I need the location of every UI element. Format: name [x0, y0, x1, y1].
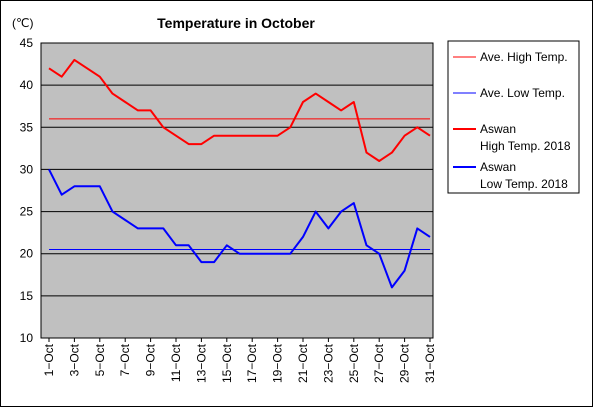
x-tick-label: 15−Oct: [220, 343, 234, 383]
x-tick-label: 21−Oct: [296, 343, 310, 383]
x-tick-label: 25−Oct: [347, 343, 361, 383]
x-tick-label: 7−Oct: [118, 343, 132, 376]
x-tick-label: 23−Oct: [321, 343, 335, 383]
y-tick-label: 30: [20, 162, 34, 176]
legend-label: Ave. Low Temp.: [480, 86, 565, 100]
y-tick-label: 20: [20, 247, 34, 261]
series-line-4: [48, 168, 431, 289]
x-axis-ticks: 1−Oct 3−Oct 5−Oct 7−Oct 9−Oct 11−Oct 13−Oct 15−…: [42, 338, 437, 383]
y-tick-label: 45: [20, 36, 34, 50]
legend-label: Aswan: [480, 160, 516, 174]
x-tick-label: 19−Oct: [271, 343, 285, 383]
x-tick-label: 5−Oct: [93, 343, 107, 376]
legend-label: High Temp. 2018: [480, 139, 571, 153]
x-tick-label: 29−Oct: [398, 343, 412, 383]
legend-label: Ave. High Temp.: [480, 50, 568, 64]
x-tick-label: 31−Oct: [423, 343, 437, 383]
series-lines: [48, 58, 431, 289]
legend-label: Low Temp. 2018: [480, 177, 568, 191]
legend-label: Aswan: [480, 122, 516, 136]
x-tick-label: 11−Oct: [169, 343, 183, 382]
chart-title: Temperature in October: [157, 15, 315, 31]
y-axis-ticks: 45 40 35 30 25 20 15 10: [20, 36, 34, 345]
y-tick-label: 25: [20, 205, 34, 219]
x-tick-label: 27−Oct: [372, 343, 386, 383]
x-tick-label: 9−Oct: [144, 343, 158, 376]
x-tick-label: 1−Oct: [42, 343, 56, 376]
x-tick-label: 17−Oct: [245, 343, 259, 383]
legend: Ave. High Temp. Ave. Low Temp. Aswan High T…: [453, 50, 571, 191]
plot-area: [40, 42, 434, 339]
y-tick-label: 35: [20, 120, 34, 134]
x-tick-label: 13−Oct: [194, 343, 208, 383]
y-tick-label: 40: [20, 78, 34, 92]
series-line-3: [48, 58, 431, 162]
y-tick-label: 10: [20, 331, 34, 345]
x-tick-label: 3−Oct: [67, 343, 81, 376]
y-tick-label: 15: [20, 289, 34, 303]
y-axis-unit-label: (℃): [12, 16, 33, 30]
